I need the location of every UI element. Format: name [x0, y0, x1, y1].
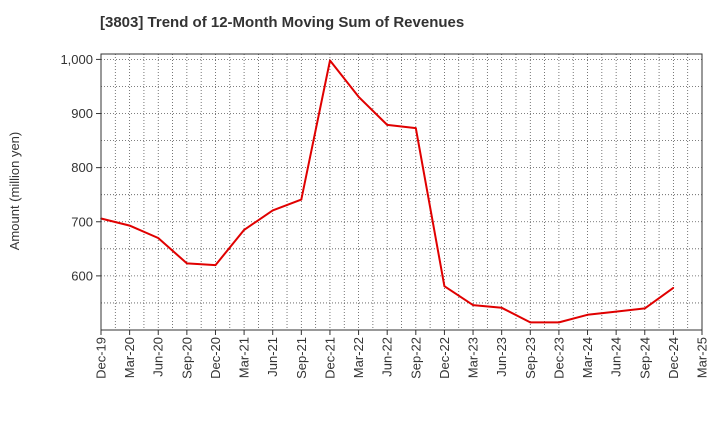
x-tick-label: Sep-22: [408, 337, 423, 379]
x-tick-label: Dec-19: [94, 337, 109, 379]
data-point: [500, 307, 503, 309]
y-axis-label: Amount (million yen): [7, 132, 22, 251]
data-point: [672, 286, 675, 289]
plot-frame: [100, 53, 703, 331]
x-tick-label: Dec-23: [551, 337, 566, 379]
x-tick-label: Dec-24: [666, 337, 681, 379]
x-tick-label: Jun-23: [494, 337, 509, 377]
series-layer: [100, 59, 675, 324]
data-point: [558, 321, 560, 324]
data-point: [386, 124, 388, 126]
x-tick-label: Mar-22: [351, 337, 366, 378]
x-tick-label: Mar-20: [122, 337, 137, 378]
data-point: [586, 314, 589, 316]
data-point: [472, 304, 474, 306]
data-point: [157, 237, 160, 239]
data-point: [329, 59, 331, 62]
x-tick-label: Sep-23: [523, 337, 538, 379]
x-tick-label: Jun-20: [151, 337, 166, 377]
x-tick-label: Mar-23: [466, 337, 481, 378]
data-point: [128, 224, 131, 227]
x-tick-label: Sep-21: [294, 337, 309, 379]
data-point: [243, 229, 245, 231]
data-point: [271, 209, 274, 212]
data-point: [186, 262, 188, 265]
data-point: [443, 285, 446, 287]
data-point: [529, 321, 532, 324]
x-tick-label: Dec-20: [208, 337, 223, 379]
x-tick-label: Mar-25: [695, 337, 710, 378]
y-axis-ticks: 600 700 800 900 1,000: [60, 52, 101, 283]
data-point: [415, 127, 417, 129]
x-tick-label: Sep-20: [179, 337, 194, 379]
chart-title: [3803] Trend of 12-Month Moving Sum of R…: [100, 14, 465, 31]
data-point: [357, 95, 360, 98]
y-tick-label: 700: [71, 214, 93, 229]
gridlines: [101, 54, 702, 330]
x-tick-label: Mar-21: [237, 337, 252, 378]
x-tick-label: Jun-22: [380, 337, 395, 377]
y-tick-label: 800: [71, 160, 93, 175]
data-point: [643, 307, 646, 310]
x-tick-label: Jun-21: [265, 337, 280, 377]
data-point: [615, 310, 617, 313]
y-tick-label: 600: [71, 268, 93, 283]
data-point: [214, 264, 217, 266]
data-point: [300, 198, 303, 201]
x-tick-label: Mar-24: [580, 337, 595, 378]
y-tick-label: 1,000: [60, 52, 93, 67]
x-tick-label: Sep-24: [637, 337, 652, 379]
x-tick-label: Dec-22: [437, 337, 452, 379]
x-tick-label: Jun-24: [609, 337, 624, 377]
x-tick-label: Dec-21: [322, 337, 337, 379]
x-axis-ticks: Dec-19 Mar-20 Jun-20 Sep-20 Dec-20 Mar-21 Jun-…: [94, 330, 710, 379]
y-tick-label: 900: [71, 106, 93, 121]
